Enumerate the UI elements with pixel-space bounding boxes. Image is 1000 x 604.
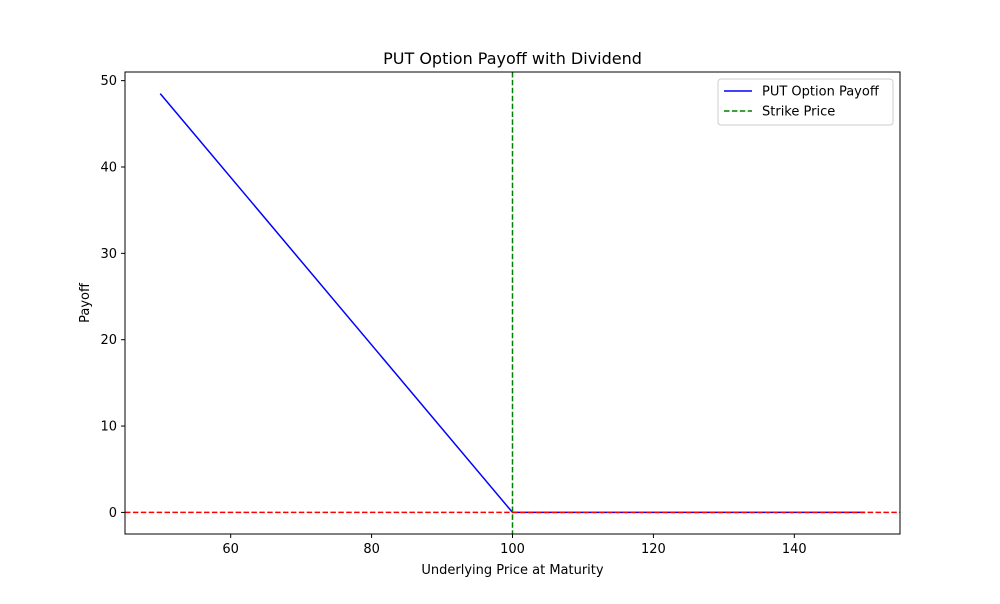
x-tick-label: 80 <box>363 542 380 557</box>
x-tick-label: 120 <box>641 542 666 557</box>
y-tick-label: 10 <box>100 420 117 435</box>
x-axis: 60 80 100 120 140 <box>222 534 807 557</box>
x-tick-label: 140 <box>782 542 807 557</box>
y-tick-label: 50 <box>100 74 117 89</box>
x-tick-label: 100 <box>500 542 525 557</box>
chart-title: PUT Option Payoff with Dividend <box>383 49 642 68</box>
plot-area <box>125 72 900 534</box>
legend: PUT Option Payoff Strike Price <box>717 78 894 126</box>
y-tick-label: 20 <box>100 333 117 348</box>
y-axis: 0 10 20 30 40 50 <box>100 74 125 521</box>
x-tick-label: 60 <box>222 542 239 557</box>
y-tick-label: 0 <box>109 506 117 521</box>
y-tick-label: 40 <box>100 160 117 175</box>
legend-box <box>717 78 894 126</box>
y-axis-label: Payoff <box>78 282 93 323</box>
legend-label-put-payoff: PUT Option Payoff <box>762 85 880 100</box>
legend-label-strike-price: Strike Price <box>762 105 835 120</box>
y-tick-label: 30 <box>100 247 117 262</box>
x-axis-label: Underlying Price at Maturity <box>421 563 604 578</box>
